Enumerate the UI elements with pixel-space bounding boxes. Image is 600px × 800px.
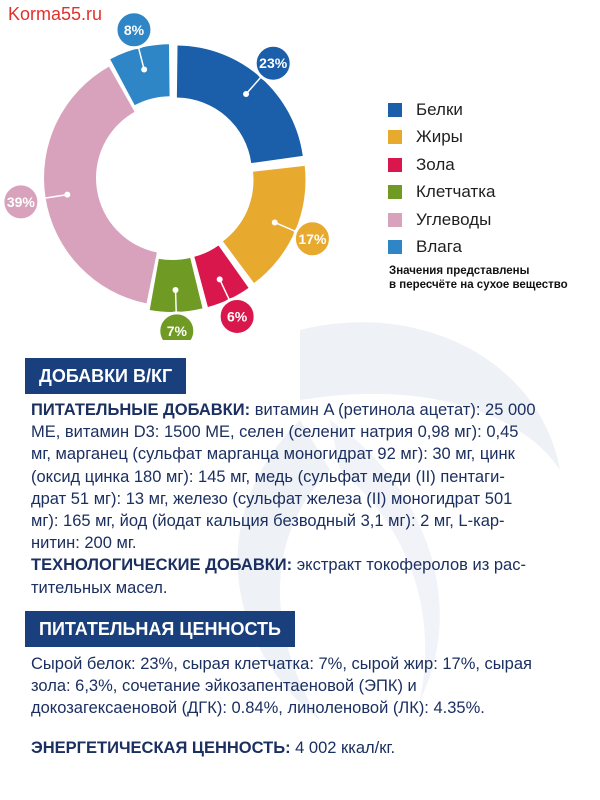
percent-label: 17% (298, 231, 327, 247)
leader-dot (172, 286, 179, 293)
legend-label: Жиры (416, 127, 463, 147)
legend-item: Влага (388, 234, 496, 262)
nutrition-text: Сырой белок: 23%, сырая клетчатка: 7%, с… (31, 653, 576, 720)
legend-item: Жиры (388, 124, 496, 152)
chart-note-line: в пересчёте на сухое вещество (389, 279, 568, 291)
text-line: драт 51 мг): 13 мг, железо (сульфат желе… (31, 489, 513, 508)
chart-legend: Белки Жиры Зола Клетчатка Углеводы Влага (388, 96, 496, 261)
chart-note: Значения представлены в пересчёте на сух… (389, 264, 589, 292)
legend-label: Зола (416, 154, 455, 174)
leader-dot (64, 191, 71, 198)
legend-item: Белки (388, 96, 496, 124)
technological-additives-line: ТЕХНОЛОГИЧЕСКИЕ ДОБАВКИ: экстракт токофе… (31, 554, 576, 576)
legend-label: Углеводы (416, 209, 492, 229)
text-line: МЕ, витамин D3: 1500 МЕ, селен (селенит … (31, 423, 519, 442)
leader-line (38, 193, 68, 200)
legend-item: Клетчатка (388, 179, 496, 207)
nutritional-additives-line: ПИТАТЕЛЬНЫЕ ДОБАВКИ: витамин A (ретинола… (31, 399, 576, 421)
percent-label: 7% (167, 323, 188, 339)
watermark: Korma55.ru (8, 4, 103, 24)
leader-line (245, 76, 262, 95)
technological-additives-label: ТЕХНОЛОГИЧЕСКИЕ ДОБАВКИ: (31, 556, 293, 575)
leader-dot (243, 90, 250, 97)
percent-badge (253, 43, 293, 83)
percent-badge (292, 219, 332, 259)
legend-swatch (388, 157, 402, 172)
donut-slice-5 (44, 66, 157, 304)
leader-dot (141, 66, 148, 73)
nutritional-additives-label: ПИТАТЕЛЬНЫЕ ДОБАВКИ: (31, 401, 251, 419)
leader-dot (216, 276, 223, 283)
text-line: экстракт токоферолов из рас- (292, 556, 526, 575)
legend-swatch (388, 185, 402, 200)
additives-text: ПИТАТЕЛЬНЫЕ ДОБАВКИ: витамин A (ретинола… (31, 399, 576, 599)
legend-swatch (388, 130, 402, 145)
legend-swatch (388, 212, 402, 227)
percent-label: 8% (124, 22, 145, 38)
percent-label: 23% (259, 55, 288, 71)
donut-chart: 23% 17% 6% 7% 39% 8% (1, 10, 332, 340)
text-line: мг, марганец (сульфат марганца моногидра… (31, 445, 515, 464)
text-line: зола: 6,3%, сочетание эйкозапентаеновой … (31, 677, 417, 696)
additives-heading: ДОБАВКИ В/КГ (25, 358, 187, 394)
nutrition-heading: ПИТАТЕЛЬНАЯ ЦЕННОСТЬ (25, 611, 295, 647)
legend-swatch (388, 102, 402, 117)
legend-label: Белки (416, 99, 463, 119)
leader-line (137, 47, 145, 70)
energy-value: 4 002 ккал/кг. (290, 739, 396, 757)
text-line: мг): 165 мг, йод (йодат кальция безводны… (31, 512, 505, 531)
donut-slice-3 (194, 245, 249, 308)
chart-note-line: Значения представлены (389, 265, 530, 277)
text-line: докозагексаеновой (ДГК): 0.84%, линолено… (31, 699, 485, 718)
energy-label: ЭНЕРГЕТИЧЕСКАЯ ЦЕННОСТЬ: (31, 739, 291, 757)
donut-slice-4 (149, 257, 203, 312)
percent-label: 6% (227, 308, 248, 324)
donut-slice-6 (110, 44, 170, 106)
percent-badge (217, 296, 257, 336)
donut-slice-2 (222, 165, 306, 284)
percent-badge (114, 10, 154, 50)
text-line: тительных масел. (31, 578, 168, 597)
text-line: витамин A (ретинола ацетат): 25 000 (250, 401, 536, 419)
leader-dot (271, 219, 278, 226)
legend-label: Влага (416, 237, 462, 257)
legend-item: Углеводы (388, 206, 496, 234)
leader-line (174, 289, 177, 313)
text-line: Сырой белок: 23%, сырая клетчатка: 7%, с… (31, 655, 532, 673)
percent-badge (157, 311, 197, 340)
donut-slice-1 (176, 45, 303, 164)
legend-label: Клетчатка (416, 182, 496, 202)
leader-line (274, 221, 297, 233)
leader-line (219, 279, 231, 301)
percent-badge (1, 182, 41, 222)
text-line: нитин: 200 мг. (31, 534, 137, 553)
percent-label: 39% (7, 194, 36, 210)
text-line: (оксид цинка 180 мг): 145 мг, медь (суль… (31, 467, 505, 486)
legend-item: Зола (388, 151, 496, 179)
legend-swatch (388, 240, 402, 255)
energy-value-line: ЭНЕРГЕТИЧЕСКАЯ ЦЕННОСТЬ: 4 002 ккал/кг. (31, 737, 576, 759)
